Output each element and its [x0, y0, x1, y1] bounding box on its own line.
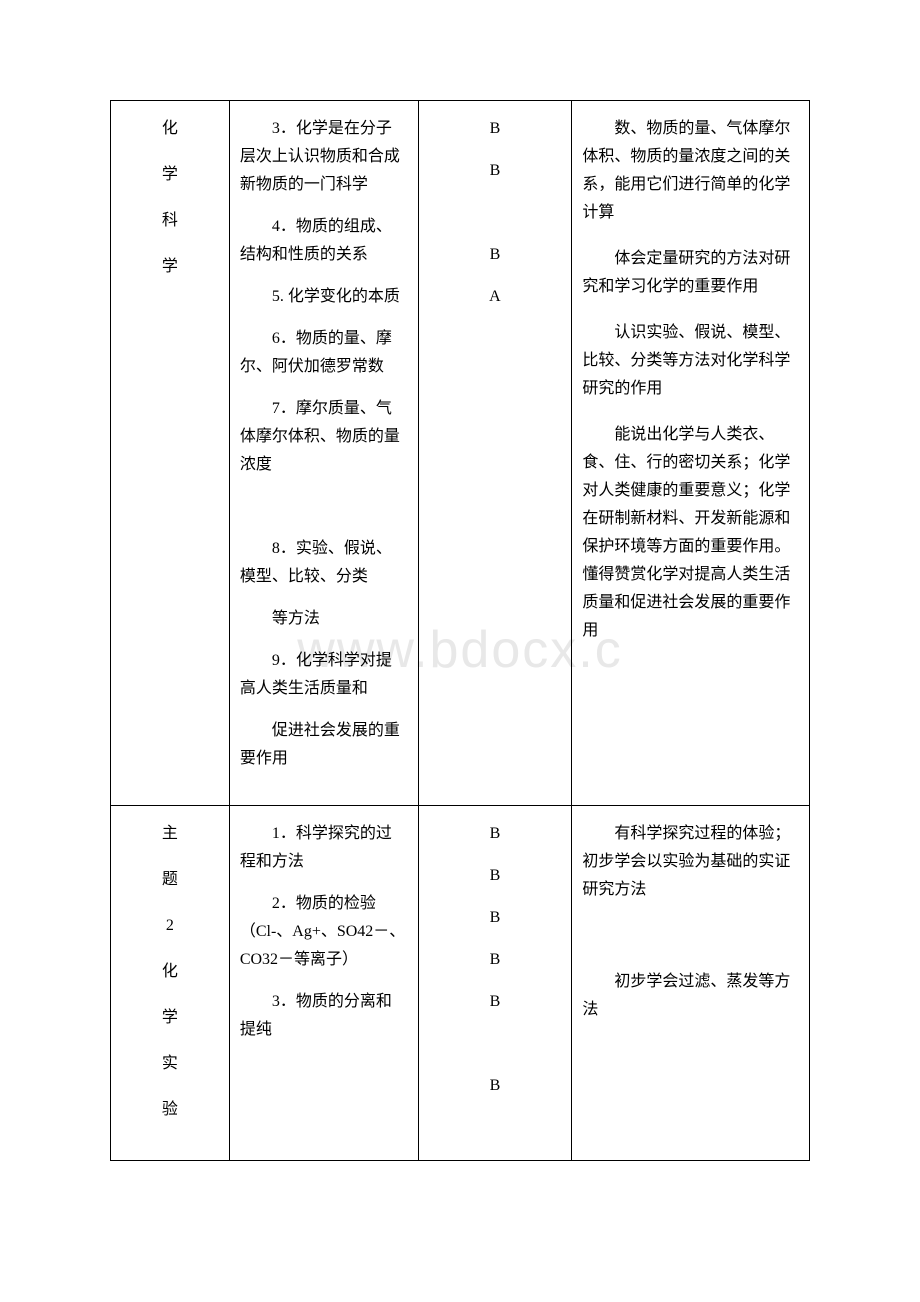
grade-value: B	[429, 1072, 562, 1100]
topic-char: 学	[121, 1004, 219, 1032]
content-item: 9．化学科学对提高人类生活质量和	[240, 647, 408, 703]
topic-char: 题	[121, 866, 219, 894]
topic-char: 学	[121, 253, 219, 281]
content-item: 1．科学探究的过程和方法	[240, 820, 408, 876]
grade-value: B	[429, 904, 562, 932]
topic-char: 验	[121, 1096, 219, 1124]
content-item: 2．物质的检验（Cl-、Ag+、SO42－、CO32－等离子）	[240, 890, 408, 974]
content-item: 6．物质的量、摩尔、阿伏加德罗常数	[240, 325, 408, 381]
content-item: 等方法	[240, 605, 408, 633]
content-item: 8．实验、假说、模型、比较、分类	[240, 535, 408, 591]
topic-char: 化	[121, 958, 219, 986]
grade-value: B	[429, 157, 562, 185]
description-cell: 有科学探究过程的体验；初步学会以实验为基础的实证研究方法 初步学会过滤、蒸发等方…	[572, 806, 810, 1161]
description-item: 数、物质的量、气体摩尔体积、物质的量浓度之间的关系，能用它们进行简单的化学计算	[582, 115, 799, 227]
content-item: 促进社会发展的重要作用	[240, 717, 408, 773]
content-item	[240, 493, 408, 521]
description-item: 体会定量研究的方法对研究和学习化学的重要作用	[582, 245, 799, 301]
grade-value: B	[429, 241, 562, 269]
grade-value: B	[429, 946, 562, 974]
grade-value: B	[429, 115, 562, 143]
grade-value: A	[429, 283, 562, 311]
topic-char: 主	[121, 820, 219, 848]
content-cell: 1．科学探究的过程和方法 2．物质的检验（Cl-、Ag+、SO42－、CO32－…	[229, 806, 418, 1161]
content-cell: 3．化学是在分子层次上认识物质和合成新物质的一门科学 4．物质的组成、结构和性质…	[229, 101, 418, 806]
grade-cell: B B B B B B	[418, 806, 572, 1161]
grade-value: B	[429, 988, 562, 1016]
topic-char: 学	[121, 161, 219, 189]
table-row: 主 题 2 化 学 实 验 1．科学探究的过程和方法 2．物质的检验（Cl-、A…	[111, 806, 810, 1161]
grade-cell: B B B A	[418, 101, 572, 806]
description-item: 能说出化学与人类衣、食、住、行的密切关系；化学对人类健康的重要意义；化学在研制新…	[582, 421, 799, 645]
curriculum-table: 化 学 科 学 3．化学是在分子层次上认识物质和合成新物质的一门科学 4．物质的…	[110, 100, 810, 1161]
table-row: 化 学 科 学 3．化学是在分子层次上认识物质和合成新物质的一门科学 4．物质的…	[111, 101, 810, 806]
topic-cell: 主 题 2 化 学 实 验	[111, 806, 230, 1161]
description-cell: 数、物质的量、气体摩尔体积、物质的量浓度之间的关系，能用它们进行简单的化学计算 …	[572, 101, 810, 806]
topic-cell: 化 学 科 学	[111, 101, 230, 806]
topic-char: 科	[121, 207, 219, 235]
description-item	[582, 922, 799, 950]
content-item: 3．物质的分离和提纯	[240, 988, 408, 1044]
grade-value: B	[429, 862, 562, 890]
topic-char: 化	[121, 115, 219, 143]
description-item: 初步学会过滤、蒸发等方法	[582, 968, 799, 1024]
topic-char: 实	[121, 1050, 219, 1078]
topic-char: 2	[121, 912, 219, 940]
content-item: 7．摩尔质量、气体摩尔体积、物质的量浓度	[240, 395, 408, 479]
content-item: 3．化学是在分子层次上认识物质和合成新物质的一门科学	[240, 115, 408, 199]
grade-value: B	[429, 820, 562, 848]
grade-value	[429, 199, 562, 227]
description-item: 认识实验、假说、模型、比较、分类等方法对化学科学研究的作用	[582, 319, 799, 403]
grade-value	[429, 1030, 562, 1058]
content-item: 4．物质的组成、结构和性质的关系	[240, 213, 408, 269]
description-item: 有科学探究过程的体验；初步学会以实验为基础的实证研究方法	[582, 820, 799, 904]
content-item: 5. 化学变化的本质	[240, 283, 408, 311]
